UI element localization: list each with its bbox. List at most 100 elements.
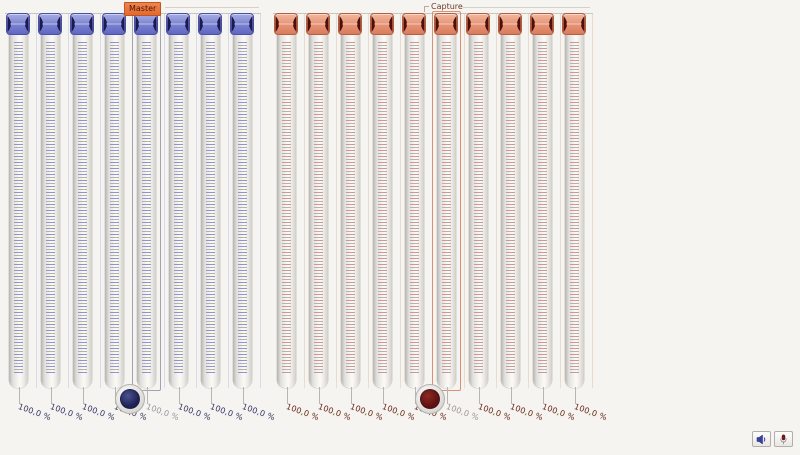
channel-separator: [368, 14, 369, 388]
playback-volume-button[interactable]: [752, 431, 771, 447]
volume-slider-handle[interactable]: [498, 13, 522, 35]
label-leader-line: [211, 387, 212, 404]
mixer-channel: 100,0 %: [227, 1, 276, 431]
slider-tick-marks: [506, 42, 515, 375]
capture-channel-row: 100,0 % 100,0 %: [271, 1, 608, 431]
group-capture: Capture 100,0 %: [271, 1, 608, 431]
channel-separator: [228, 14, 229, 388]
volume-slider-track[interactable]: [73, 14, 92, 388]
mixer-channel: 100,0 %: [463, 1, 512, 431]
volume-slider-handle[interactable]: [530, 13, 554, 35]
mixer-channel: 100,0 %: [271, 1, 320, 431]
volume-slider-handle[interactable]: [562, 13, 586, 35]
slider-tick-marks: [206, 42, 215, 375]
volume-slider-track[interactable]: [277, 14, 296, 388]
channel-focus-ring: [432, 11, 461, 391]
volume-slider-handle[interactable]: [274, 13, 298, 35]
volume-slider-track[interactable]: [501, 14, 520, 388]
label-leader-line: [147, 387, 148, 404]
slider-tick-marks: [174, 42, 183, 375]
mixer-channel: 100,0 %: [399, 1, 448, 431]
channel-separator: [336, 14, 337, 388]
volume-slider-handle[interactable]: [70, 13, 94, 35]
volume-slider-handle[interactable]: [102, 13, 126, 35]
slider-tick-marks: [78, 42, 87, 375]
capture-volume-button[interactable]: [774, 431, 793, 447]
volume-slider-handle[interactable]: [198, 13, 222, 35]
volume-slider-track[interactable]: [41, 14, 60, 388]
label-leader-line: [51, 387, 52, 404]
slider-tick-marks: [46, 42, 55, 375]
slider-handle-arrows-icon: [167, 16, 189, 32]
channel-separator: [260, 14, 261, 388]
label-leader-line: [19, 387, 20, 404]
volume-slider-handle[interactable]: [370, 13, 394, 35]
slider-tick-marks: [442, 42, 451, 375]
slider-tick-marks: [570, 42, 579, 375]
volume-slider-handle[interactable]: [166, 13, 190, 35]
mixer-channel: 100,0 %: [99, 1, 148, 431]
mixer-channel: 100,0 %: [3, 1, 52, 431]
mixer-channel: 100,0 %: [35, 1, 84, 431]
slider-handle-arrows-icon: [435, 16, 457, 32]
volume-slider-handle[interactable]: [38, 13, 62, 35]
volume-slider-handle[interactable]: [230, 13, 254, 35]
master-group-title: Master: [124, 2, 162, 16]
slider-handle-arrows-icon: [275, 16, 297, 32]
volume-slider-track[interactable]: [169, 14, 188, 388]
volume-slider-handle[interactable]: [306, 13, 330, 35]
mixer-channel: 100,0 %: [131, 1, 180, 431]
channel-separator: [68, 14, 69, 388]
slider-tick-marks: [142, 42, 151, 375]
volume-slider-track[interactable]: [565, 14, 584, 388]
volume-slider-track[interactable]: [469, 14, 488, 388]
label-leader-line: [351, 387, 352, 404]
label-leader-line: [287, 387, 288, 404]
mixer-channel: 100,0 %: [303, 1, 352, 431]
volume-slider-track[interactable]: [137, 14, 156, 388]
channel-separator: [560, 14, 561, 388]
volume-slider-handle[interactable]: [134, 13, 158, 35]
volume-slider-handle[interactable]: [402, 13, 426, 35]
volume-slider-track[interactable]: [533, 14, 552, 388]
channel-separator: [496, 14, 497, 388]
channel-separator: [464, 14, 465, 388]
microphone-icon: [780, 434, 787, 444]
slider-handle-arrows-icon: [371, 16, 393, 32]
volume-slider-track[interactable]: [233, 14, 252, 388]
volume-slider-track[interactable]: [105, 14, 124, 388]
slider-handle-arrows-icon: [467, 16, 489, 32]
label-leader-line: [511, 387, 512, 404]
capture-mute-led[interactable]: [415, 384, 445, 414]
group-frame-line: [273, 13, 593, 14]
volume-slider-track[interactable]: [201, 14, 220, 388]
volume-slider-track[interactable]: [341, 14, 360, 388]
slider-tick-marks: [346, 42, 355, 375]
channel-separator: [100, 14, 101, 388]
volume-slider-track[interactable]: [9, 14, 28, 388]
label-leader-line: [575, 387, 576, 404]
mixer-channel: 100,0 %: [527, 1, 576, 431]
label-leader-line: [543, 387, 544, 404]
volume-slider-track[interactable]: [373, 14, 392, 388]
slider-handle-arrows-icon: [531, 16, 553, 32]
channel-separator: [36, 14, 37, 388]
volume-slider-track[interactable]: [309, 14, 328, 388]
mixer-channel: 100,0 %: [335, 1, 384, 431]
slider-handle-arrows-icon: [307, 16, 329, 32]
mixer-channel: 100,0 %: [559, 1, 608, 431]
channel-separator: [196, 14, 197, 388]
slider-handle-arrows-icon: [403, 16, 425, 32]
label-leader-line: [447, 387, 448, 404]
volume-slider-handle[interactable]: [338, 13, 362, 35]
master-mute-led[interactable]: [115, 384, 145, 414]
volume-slider-track[interactable]: [405, 14, 424, 388]
group-title-line: [165, 7, 259, 8]
slider-handle-arrows-icon: [563, 16, 585, 32]
volume-slider-handle[interactable]: [466, 13, 490, 35]
volume-slider-handle[interactable]: [6, 13, 30, 35]
group-title-line: [463, 7, 590, 8]
slider-tick-marks: [410, 42, 419, 375]
volume-slider-track[interactable]: [437, 14, 456, 388]
volume-slider-handle[interactable]: [434, 13, 458, 35]
